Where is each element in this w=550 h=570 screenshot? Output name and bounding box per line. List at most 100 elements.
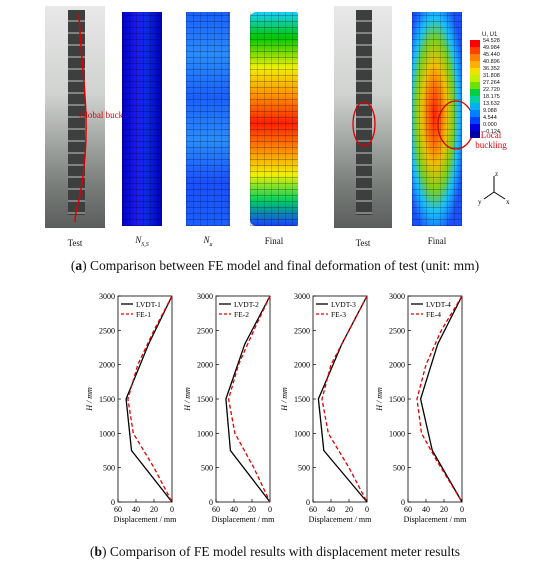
legend-value: 45.440 [483, 52, 500, 58]
legend-swatch [470, 75, 480, 82]
axis-y-label: y [478, 198, 482, 206]
y-tick-label: 3000 [294, 292, 310, 301]
test-photo-global [45, 6, 105, 228]
axis-z-label: z [495, 170, 498, 178]
chart-frame [215, 295, 271, 503]
series-line-fe-4 [416, 295, 463, 503]
y-tick-label: 1000 [99, 429, 115, 438]
fe-model-final-global [250, 12, 298, 226]
chart-frame [312, 295, 368, 503]
chart-frame [407, 295, 463, 503]
y-tick-label: 500 [201, 464, 213, 473]
y-tick-label: 500 [103, 464, 115, 473]
y-tick-label: 2000 [389, 361, 405, 370]
y-tick-label: 2500 [197, 326, 213, 335]
y-axis-label: H / mm [280, 387, 289, 412]
series-line-fe-1 [127, 295, 173, 503]
y-tick-label: 1500 [294, 395, 310, 404]
legend-swatch [470, 89, 480, 96]
x-tick-label: 20 [440, 505, 448, 514]
x-tick-label: 40 [132, 505, 140, 514]
x-tick-label: 0 [170, 505, 174, 514]
x-tick-label: 20 [248, 505, 256, 514]
test-photo-local [334, 6, 392, 228]
fe-model-nu [186, 12, 230, 226]
image-label-nss: NS,S [135, 235, 149, 248]
y-axis-label: H / mm [375, 387, 384, 412]
x-axis-label: Displacement / mm [212, 515, 275, 524]
legend-swatch [470, 68, 480, 75]
x-axis-label: Displacement / mm [404, 515, 467, 524]
legend-swatch [470, 110, 480, 117]
y-tick-label: 0 [209, 498, 213, 507]
y-tick-label: 3000 [197, 292, 213, 301]
legend-value: −0.124 [483, 129, 500, 135]
series-line-lvdt-3 [317, 295, 368, 503]
legend-value: 54.528 [483, 38, 500, 44]
legend-label: LVDT-4 [426, 300, 451, 309]
y-tick-label: 3000 [389, 292, 405, 301]
y-tick-label: 2000 [294, 361, 310, 370]
image-label-final-2: Final [427, 236, 447, 246]
legend-swatch [470, 124, 480, 131]
legend-title: U, U1 [482, 32, 498, 38]
x-tick-label: 40 [230, 505, 238, 514]
legend-value: 18.175 [483, 94, 500, 100]
y-tick-label: 1000 [294, 429, 310, 438]
series-line-fe-3 [321, 295, 368, 503]
series-line-lvdt-1 [125, 295, 173, 503]
legend-label: FE-4 [426, 310, 441, 319]
local-buckling-ellipse-test [352, 101, 376, 147]
y-axis-label: H / mm [183, 387, 192, 412]
buckling-curve-line [74, 13, 87, 223]
x-axis-label: Displacement / mm [114, 515, 177, 524]
x-tick-label: 20 [345, 505, 353, 514]
legend-value: 27.264 [483, 80, 500, 86]
x-tick-label: 0 [365, 505, 369, 514]
legend-value: 13.632 [483, 101, 500, 107]
image-label-test-1: Test [67, 238, 83, 248]
x-axis-label: Displacement / mm [309, 515, 372, 524]
x-tick-label: 40 [327, 505, 335, 514]
y-tick-label: 500 [298, 464, 310, 473]
y-tick-label: 1500 [99, 395, 115, 404]
legend-swatch [470, 96, 480, 103]
legend-value: 0.000 [483, 122, 497, 128]
legend-label: FE-2 [234, 310, 249, 319]
x-tick-label: 60 [309, 505, 317, 514]
y-axis-label: H / mm [85, 387, 94, 412]
x-tick-label: 60 [114, 505, 122, 514]
legend-value: 40.896 [483, 59, 500, 65]
axis-x-label: x [506, 198, 510, 206]
contour-legend: U, U1 54.528 49.984 45.440 40.896 36.352 31.8… [470, 32, 530, 138]
legend-value: 36.352 [483, 66, 500, 72]
y-tick-label: 2000 [197, 361, 213, 370]
y-tick-label: 0 [401, 498, 405, 507]
series-line-lvdt-2 [225, 295, 271, 503]
global-buckling-label: Global buckling [78, 110, 138, 120]
legend-swatch [470, 54, 480, 61]
y-tick-label: 2500 [389, 326, 405, 335]
x-tick-label: 0 [268, 505, 272, 514]
series-line-lvdt-4 [419, 295, 463, 503]
y-tick-label: 2500 [99, 326, 115, 335]
image-label-final-1: Final [264, 236, 284, 246]
y-tick-label: 0 [306, 498, 310, 507]
legend-value: 49.984 [483, 45, 500, 51]
y-tick-label: 1500 [197, 395, 213, 404]
legend-label: LVDT-1 [136, 300, 161, 309]
legend-value: 22.720 [483, 87, 500, 93]
x-tick-label: 20 [150, 505, 158, 514]
fe-model-nss [122, 12, 162, 226]
series-line-fe-2 [227, 295, 271, 503]
legend-value: 4.544 [483, 115, 497, 121]
legend-label: FE-3 [331, 310, 346, 319]
y-tick-label: 500 [393, 464, 405, 473]
y-tick-label: 1500 [389, 395, 405, 404]
legend-swatch [470, 117, 480, 124]
legend-swatch [470, 82, 480, 89]
legend-swatch [470, 61, 480, 68]
x-tick-label: 60 [212, 505, 220, 514]
